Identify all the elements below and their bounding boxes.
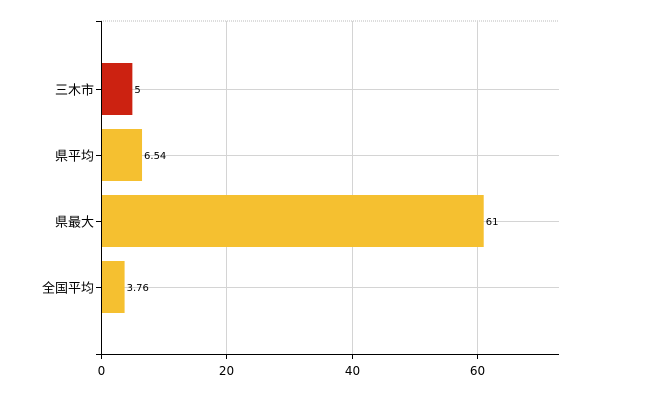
category-label: 県最大 <box>55 216 94 231</box>
bar <box>101 63 133 115</box>
x-tick-label: 20 <box>219 364 234 378</box>
axes <box>96 21 559 359</box>
category-label: 全国平均 <box>42 281 94 297</box>
x-tick-label: 40 <box>345 364 360 378</box>
bar <box>101 129 143 181</box>
bar <box>101 195 484 247</box>
category-label: 三木市 <box>55 83 94 99</box>
bars <box>101 63 484 313</box>
grid-lines <box>101 20 559 354</box>
x-tick-label: 0 <box>98 364 106 378</box>
data-label: 3.76 <box>127 283 149 294</box>
x-tick-label: 60 <box>470 364 485 378</box>
data-label: 61 <box>486 217 499 228</box>
bar <box>101 261 125 313</box>
data-label: 5 <box>134 85 140 96</box>
category-label: 県平均 <box>55 150 94 165</box>
data-label: 6.54 <box>144 151 166 162</box>
